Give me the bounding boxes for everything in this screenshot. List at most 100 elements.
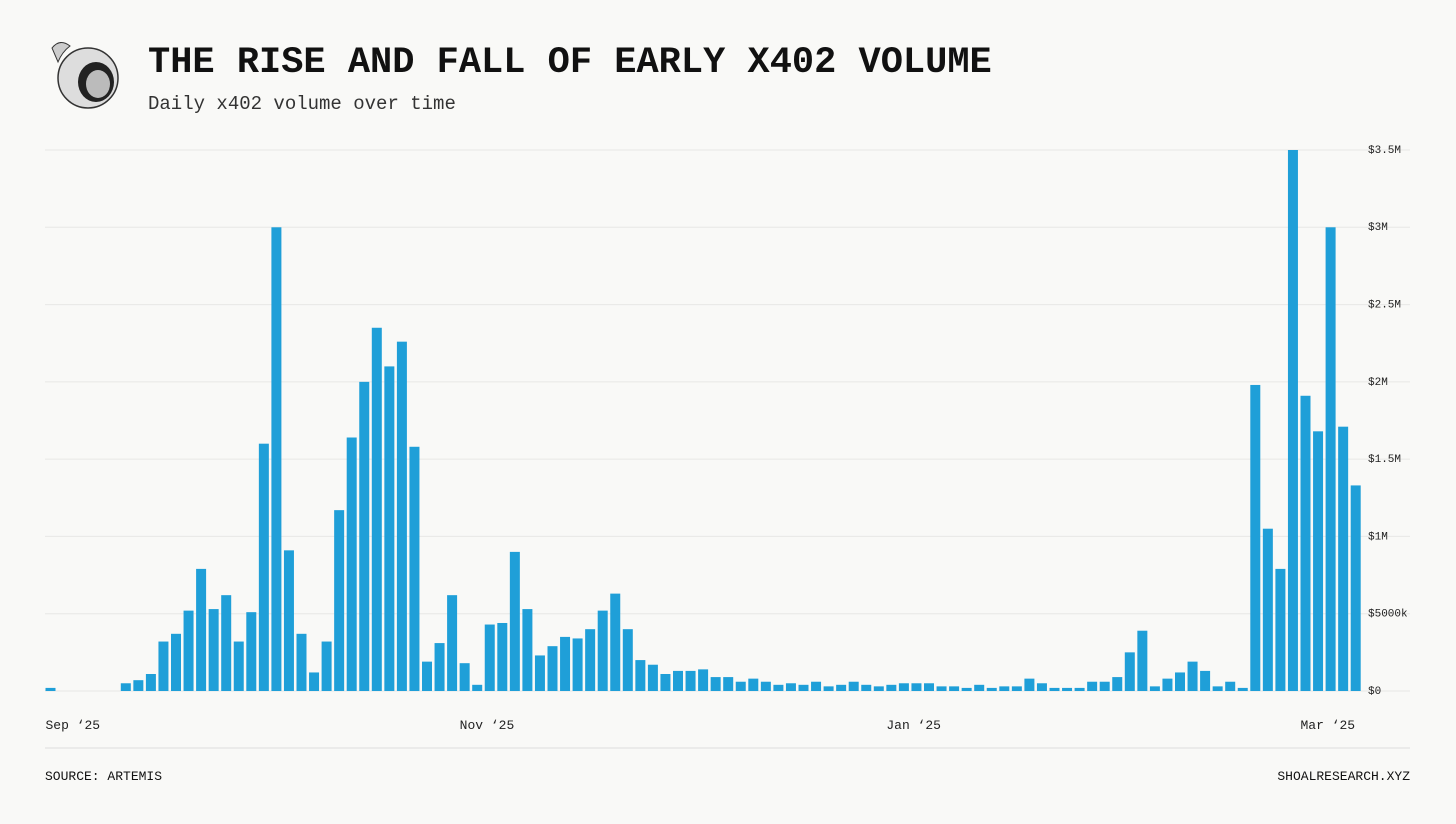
- bar: [622, 629, 633, 691]
- x-tick-label: Sep ‘25: [46, 718, 101, 733]
- bar: [396, 341, 407, 691]
- bar: [836, 684, 847, 691]
- bar: [961, 687, 972, 691]
- bar: [1162, 678, 1173, 691]
- bar: [760, 681, 771, 691]
- bar: [1112, 677, 1123, 691]
- bar: [1300, 395, 1311, 691]
- bar: [710, 677, 721, 691]
- bar: [585, 629, 596, 691]
- bar: [974, 684, 985, 691]
- bar: [120, 683, 131, 691]
- bar: [1149, 686, 1160, 691]
- bar: [522, 609, 533, 691]
- bar: [171, 633, 181, 691]
- bar: [635, 660, 646, 691]
- bar: [949, 686, 960, 691]
- bar: [811, 681, 822, 691]
- x-tick-label: Jan ‘25: [886, 718, 941, 733]
- bar: [233, 641, 244, 691]
- bar: [898, 683, 909, 691]
- bar: [1225, 681, 1236, 691]
- bar: [823, 686, 834, 691]
- bar: [296, 633, 307, 691]
- bar: [145, 673, 156, 691]
- bar: [133, 680, 144, 691]
- y-tick-label: $1.5M: [1368, 454, 1401, 466]
- bar: [1036, 683, 1047, 691]
- bar: [208, 609, 219, 691]
- bar: [183, 610, 194, 691]
- bar: [334, 510, 345, 691]
- bar: [346, 437, 357, 691]
- bar: [610, 593, 621, 691]
- chart-subtitle: Daily x402 volume over time: [148, 93, 456, 115]
- bar: [735, 681, 746, 691]
- bar: [1074, 687, 1085, 691]
- bar: [45, 687, 56, 691]
- bar: [1275, 568, 1286, 691]
- bar: [1062, 687, 1073, 691]
- bar: [698, 669, 709, 691]
- bar: [911, 683, 922, 691]
- bar: [1212, 686, 1223, 691]
- bar: [848, 681, 859, 691]
- bar: [196, 568, 207, 691]
- bar: [861, 684, 872, 691]
- bar: [497, 622, 508, 691]
- bar: [1011, 686, 1022, 691]
- bar: [1338, 426, 1349, 691]
- bar: [422, 661, 432, 691]
- bar: [999, 686, 1010, 691]
- bar: [798, 684, 809, 691]
- bar: [1024, 678, 1035, 691]
- credit: SHOALRESEARCH.XYZ: [1277, 769, 1410, 784]
- x-tick-label: Nov ‘25: [460, 718, 515, 733]
- bar: [572, 638, 583, 691]
- y-tick-label: $5000k: [1368, 609, 1408, 621]
- bar: [321, 641, 332, 691]
- bar: [685, 670, 696, 691]
- bar: [1099, 681, 1110, 691]
- bar: [660, 673, 671, 691]
- bar: [1262, 528, 1273, 691]
- bar: [986, 687, 997, 691]
- bar: [309, 672, 320, 691]
- bar: [534, 655, 545, 691]
- bar: [886, 684, 897, 691]
- bar: [1137, 630, 1148, 691]
- bar: [246, 612, 257, 691]
- logo: [51, 42, 119, 109]
- bar: [283, 550, 294, 691]
- bar: [359, 381, 370, 691]
- bar: [723, 677, 734, 691]
- y-tick-label: $3.5M: [1368, 145, 1401, 157]
- bar: [785, 683, 796, 691]
- bar: [258, 443, 269, 691]
- chart-title: THE RISE AND FALL OF EARLY X402 VOLUME: [148, 42, 992, 84]
- bar: [560, 636, 571, 691]
- bar: [924, 683, 934, 691]
- bar: [434, 643, 445, 691]
- y-tick-label: $3M: [1368, 222, 1388, 234]
- bar: [1237, 687, 1248, 691]
- bar: [1313, 431, 1324, 691]
- bar: [1124, 652, 1135, 691]
- y-tick-label: $1M: [1368, 531, 1388, 543]
- bar: [371, 327, 382, 691]
- bar: [1200, 670, 1211, 691]
- bar: [509, 551, 520, 691]
- x-tick-label: Mar ‘25: [1301, 718, 1356, 733]
- bar: [447, 595, 458, 691]
- bar: [1287, 150, 1298, 691]
- bar: [748, 678, 759, 691]
- y-tick-label: $2.5M: [1368, 299, 1401, 311]
- bar: [647, 664, 658, 691]
- source: SOURCE: ARTEMIS: [45, 769, 162, 784]
- y-tick-label: $2M: [1368, 377, 1388, 389]
- bar: [673, 670, 683, 691]
- bar: [221, 595, 232, 691]
- bar: [1087, 681, 1098, 691]
